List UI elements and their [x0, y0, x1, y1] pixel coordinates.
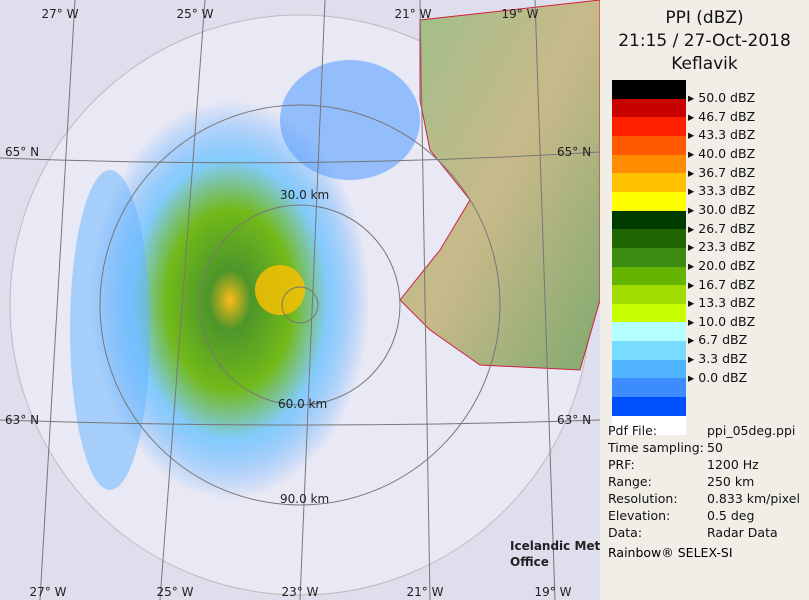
legend-swatch: [612, 397, 686, 417]
info-key: Pdf File:: [608, 423, 657, 438]
lon-label: 19° W: [535, 585, 572, 599]
lon-label: 27° W: [30, 585, 67, 599]
legend-swatch: [612, 359, 686, 379]
lat-label: 63° N: [557, 413, 591, 427]
lon-label: 25° W: [177, 7, 214, 21]
echo-core: [255, 265, 305, 315]
logo-text: Icelandic Met: [510, 539, 600, 553]
datetime: 21:15 / 27-Oct-2018: [618, 31, 791, 51]
lat-label: 65° N: [557, 145, 591, 159]
legend-swatch: [612, 154, 686, 174]
info-value: 0.833 km/pixel: [707, 491, 800, 506]
legend-label: ▸ 46.7 dBZ: [688, 108, 756, 124]
station: Keflavik: [671, 54, 738, 74]
lon-label: 21° W: [395, 7, 432, 21]
echo-area: [280, 60, 420, 180]
legend-swatch: [612, 378, 686, 398]
lon-label: 27° W: [42, 7, 79, 21]
logo-text: Office: [510, 555, 549, 569]
legend-label: ▸ 20.0 dBZ: [688, 257, 756, 273]
info-key: PRF:: [608, 457, 635, 472]
echo-area: [90, 100, 370, 500]
legend-label: ▸ 50.0 dBZ: [688, 90, 756, 105]
info-key: Data:: [608, 525, 643, 540]
legend-label: ▸ 13.3 dBZ: [688, 295, 756, 311]
legend-label: ▸ 36.7 dBZ: [688, 164, 756, 180]
info-value: 0.5 deg: [707, 508, 755, 523]
legend-label: ▸ 43.3 dBZ: [688, 127, 756, 143]
lon-label: 21° W: [407, 585, 444, 599]
side-panel: PPI (dBZ) 21:15 / 27-Oct-2018 Keflavik R…: [600, 0, 809, 600]
range-label: 30.0 km: [280, 188, 329, 202]
lat-label: 65° N: [5, 145, 39, 159]
echo-area: [70, 170, 150, 490]
legend-label: ▸ 30.0 dBZ: [688, 201, 756, 217]
legend-label: ▸ 0.0 dBZ: [688, 369, 748, 385]
range-label: 60.0 km: [278, 397, 327, 411]
info-value: ppi_05deg.ppi: [707, 423, 796, 438]
info-value: 250 km: [707, 474, 755, 489]
legend-swatch: [612, 80, 686, 100]
lon-label: 23° W: [282, 585, 319, 599]
lon-label: 19° W: [502, 7, 539, 21]
legend-swatch: [612, 117, 686, 137]
legend-swatch: [612, 266, 686, 286]
info-value: Radar Data: [707, 525, 778, 540]
legend-label: ▸ 33.3 dBZ: [688, 183, 756, 199]
legend-swatch: [612, 173, 686, 193]
title: PPI (dBZ): [665, 8, 744, 28]
legend-swatch: [612, 303, 686, 323]
info-value: 1200 Hz: [707, 457, 759, 472]
land: [399, 0, 600, 371]
range-label: 90.0 km: [280, 492, 329, 506]
legend-label: ▸ 23.3 dBZ: [688, 239, 756, 255]
legend-label: ▸ 3.3 dBZ: [688, 351, 748, 367]
legend-swatch: [612, 229, 686, 249]
legend-swatch: [612, 98, 686, 118]
radar-map: 27° W 25° W 21° W 19° W 27° W 25° W 23° W 21° W…: [0, 0, 600, 600]
info-key: Time sampling:: [608, 440, 704, 455]
lon-label: 25° W: [157, 585, 194, 599]
legend-label: ▸ 10.0 dBZ: [688, 313, 756, 329]
legend-label: ▸ 6.7 dBZ: [688, 332, 748, 348]
info-key: Resolution:: [608, 491, 678, 506]
lat-label: 63° N: [5, 413, 39, 427]
graticule: [0, 0, 600, 600]
info-key: Range:: [608, 474, 652, 489]
legend-swatch: [612, 191, 686, 212]
legend-label: ▸ 16.7 dBZ: [688, 276, 756, 292]
legend-swatch: [612, 322, 686, 342]
legend-label: ▸ 40.0 dBZ: [688, 145, 756, 161]
legend-swatch: [612, 247, 686, 267]
legend-swatch: [612, 135, 686, 156]
legend-swatch: [612, 341, 686, 361]
legend-swatch: [612, 285, 686, 305]
footer: Rainbow® SELEX-SI: [608, 545, 733, 560]
legend-label: ▸ 26.7 dBZ: [688, 220, 756, 236]
info-value: 50: [707, 440, 723, 455]
info-key: Elevation:: [608, 508, 671, 523]
legend-swatch: [612, 210, 686, 230]
legend-swatch: [612, 415, 686, 435]
